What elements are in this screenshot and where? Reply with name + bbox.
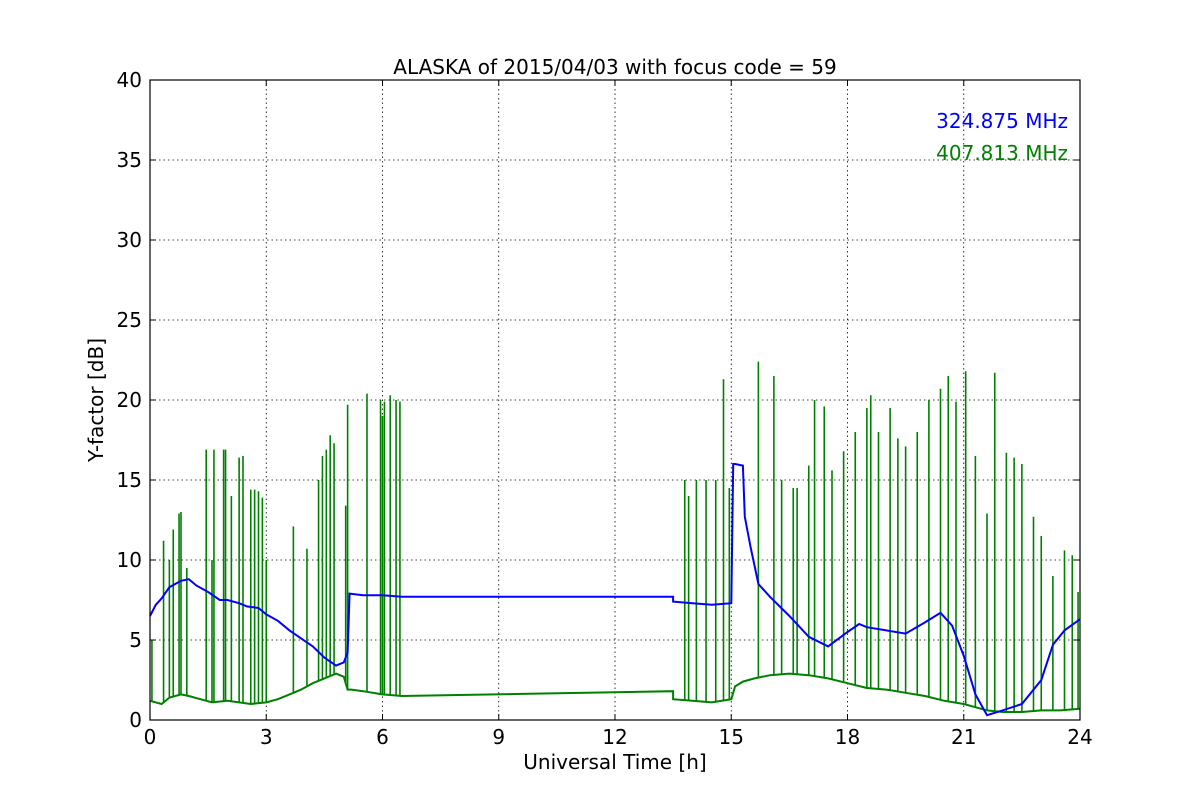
x-tick-label: 6: [376, 725, 389, 749]
x-tick-label: 3: [260, 725, 273, 749]
y-tick-label: 35: [117, 148, 142, 172]
chart-title: ALASKA of 2015/04/03 with focus code = 5…: [393, 55, 836, 79]
x-tick-label: 12: [602, 725, 627, 749]
y-tick-label: 30: [117, 228, 142, 252]
y-tick-label: 10: [117, 548, 142, 572]
y-tick-label: 0: [129, 708, 142, 732]
series-324-mhz-line: [149, 463, 1081, 717]
x-tick-label: 21: [951, 725, 976, 749]
y-tick-labels: 0 5 10 15 20 25 30 35 40: [117, 68, 142, 732]
legend: 324.875 MHz 407.813 MHz: [936, 109, 1068, 165]
axis-ticks: [149, 79, 1081, 721]
x-tick-labels: 0 3 6 9 12 15 18 21 24: [144, 725, 1093, 749]
y-axis-label: Y-factor [dB]: [84, 338, 108, 463]
y-tick-label: 20: [117, 388, 142, 412]
series-layer: [149, 361, 1081, 717]
y-tick-label: 40: [117, 68, 142, 92]
x-tick-label: 24: [1067, 725, 1092, 749]
y-tick-label: 15: [117, 468, 142, 492]
legend-label-324-mhz: 324.875 MHz: [936, 109, 1068, 133]
grid-lines: [150, 80, 1080, 720]
x-axis-label: Universal Time [h]: [523, 750, 706, 774]
x-tick-label: 18: [835, 725, 860, 749]
legend-label-407-mhz: 407.813 MHz: [936, 141, 1068, 165]
x-tick-label: 9: [492, 725, 505, 749]
y-tick-label: 5: [129, 628, 142, 652]
x-tick-label: 0: [144, 725, 157, 749]
x-tick-label: 15: [719, 725, 744, 749]
y-tick-label: 25: [117, 308, 142, 332]
